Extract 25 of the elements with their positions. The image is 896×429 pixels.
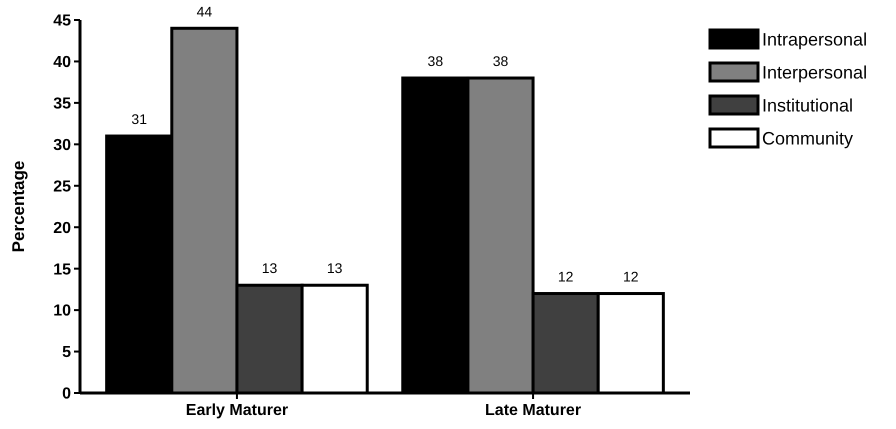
x-tick-label: Late Maturer <box>485 402 582 419</box>
data-label: 38 <box>428 53 444 70</box>
y-tick-label: 35 <box>53 95 72 112</box>
y-tick-label: 5 <box>62 344 72 362</box>
data-label: 12 <box>558 268 574 285</box>
y-tick-label: 30 <box>53 136 72 154</box>
y-tick-label: 10 <box>53 302 72 320</box>
y-tick-label: 0 <box>62 386 72 403</box>
x-tick-label: Early Maturer <box>186 402 288 419</box>
y-tick-label: 45 <box>53 12 72 30</box>
legend-label: Institutional <box>762 95 854 116</box>
y-axis-title: Percentage <box>9 160 28 252</box>
data-label: 13 <box>262 260 278 276</box>
data-label: 44 <box>196 3 212 20</box>
legend-label: Intrapersonal <box>762 29 868 50</box>
y-tick-label: 15 <box>53 261 72 278</box>
y-tick-label: 20 <box>53 220 72 237</box>
data-label: 12 <box>622 268 639 285</box>
legend-label: Interpersonal <box>762 62 868 82</box>
data-label: 31 <box>131 111 148 128</box>
legend-label: Community <box>762 128 854 148</box>
y-tick-label: 25 <box>53 178 72 196</box>
data-label: 38 <box>492 53 508 70</box>
y-tick-label: 40 <box>53 54 72 72</box>
data-label: 13 <box>326 260 343 276</box>
